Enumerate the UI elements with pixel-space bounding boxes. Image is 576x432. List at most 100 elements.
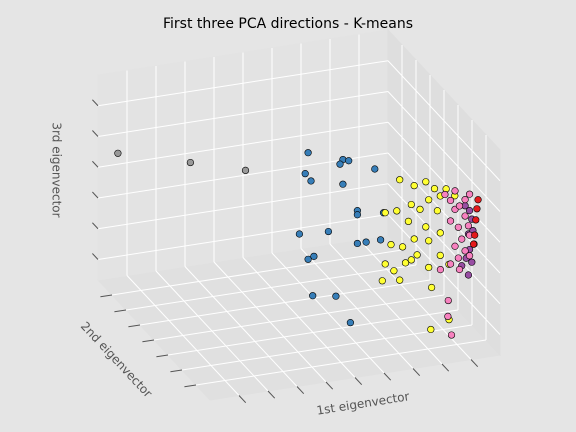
point — [447, 331, 456, 339]
y-tick — [170, 369, 183, 373]
grid-line — [125, 264, 417, 311]
point — [345, 157, 353, 165]
point — [353, 211, 362, 219]
point — [387, 241, 395, 249]
x-tick — [383, 372, 392, 381]
point — [336, 160, 344, 168]
grid-line — [97, 183, 389, 230]
grid-line — [97, 214, 389, 260]
point — [378, 277, 386, 285]
point — [307, 177, 315, 185]
y-tick — [142, 339, 155, 343]
point — [451, 187, 459, 195]
y-tick — [114, 309, 127, 313]
point — [114, 149, 122, 157]
point — [310, 252, 318, 260]
point — [427, 325, 435, 334]
point — [461, 212, 469, 220]
point — [461, 247, 469, 255]
point — [436, 266, 445, 274]
z-tick — [92, 222, 99, 230]
grid-line — [139, 279, 431, 326]
point — [324, 227, 333, 236]
point — [186, 158, 194, 167]
point — [464, 222, 473, 230]
point — [393, 207, 401, 215]
point — [346, 319, 355, 327]
x-tick — [354, 377, 363, 386]
z-tick — [92, 130, 99, 137]
grid-line — [387, 91, 501, 212]
y-tick — [100, 294, 113, 298]
chart-title: First three PCA directions - K-means — [163, 16, 413, 32]
point — [425, 237, 433, 245]
point — [455, 202, 464, 210]
point — [422, 178, 430, 186]
point — [465, 190, 474, 198]
x-tick — [325, 381, 334, 390]
grid-line — [181, 324, 473, 371]
point — [436, 251, 444, 259]
grid-line — [195, 339, 487, 386]
point — [446, 260, 455, 268]
point — [473, 205, 481, 213]
z-tick — [92, 253, 99, 260]
point — [377, 236, 385, 244]
point — [362, 238, 370, 246]
z-tick — [92, 99, 99, 107]
z-axis-label: 3rd eigenvector — [50, 122, 64, 217]
z-tick — [92, 191, 99, 199]
point — [416, 205, 424, 213]
x-tick — [267, 390, 276, 399]
x-tick — [238, 395, 247, 404]
grid-line — [111, 249, 403, 296]
point — [381, 209, 389, 217]
point — [471, 231, 479, 239]
y-tick — [128, 324, 141, 328]
point — [433, 207, 442, 215]
point — [390, 267, 398, 275]
y-tick — [156, 354, 169, 358]
point — [396, 176, 404, 184]
grid-line — [97, 121, 389, 168]
point — [301, 170, 309, 178]
point — [428, 283, 436, 292]
x-tick — [441, 363, 450, 372]
point — [353, 239, 362, 248]
point — [332, 292, 340, 300]
point — [407, 200, 415, 209]
point — [444, 312, 452, 321]
z-tick — [92, 160, 99, 168]
grid-line — [387, 152, 501, 274]
grid-line — [387, 121, 501, 243]
point — [464, 271, 473, 279]
point — [458, 235, 466, 243]
point — [425, 263, 433, 272]
point — [454, 223, 462, 231]
point — [446, 196, 455, 205]
point — [425, 196, 433, 204]
point — [465, 252, 474, 260]
grid-line — [387, 183, 501, 305]
point — [371, 165, 379, 173]
grid-line — [97, 91, 389, 137]
point — [444, 296, 452, 305]
point — [461, 196, 469, 204]
point — [441, 190, 449, 199]
point — [422, 223, 430, 231]
point — [396, 276, 404, 284]
point — [413, 251, 421, 259]
x-tick — [412, 368, 421, 377]
grid-line — [97, 60, 389, 107]
point — [474, 196, 482, 204]
point — [401, 259, 410, 267]
x-tick — [296, 386, 305, 395]
grid-line — [387, 60, 501, 182]
point — [455, 265, 464, 274]
point — [304, 149, 312, 157]
point — [339, 180, 347, 188]
point — [451, 242, 459, 250]
point — [465, 207, 474, 215]
grid-line — [387, 214, 501, 335]
